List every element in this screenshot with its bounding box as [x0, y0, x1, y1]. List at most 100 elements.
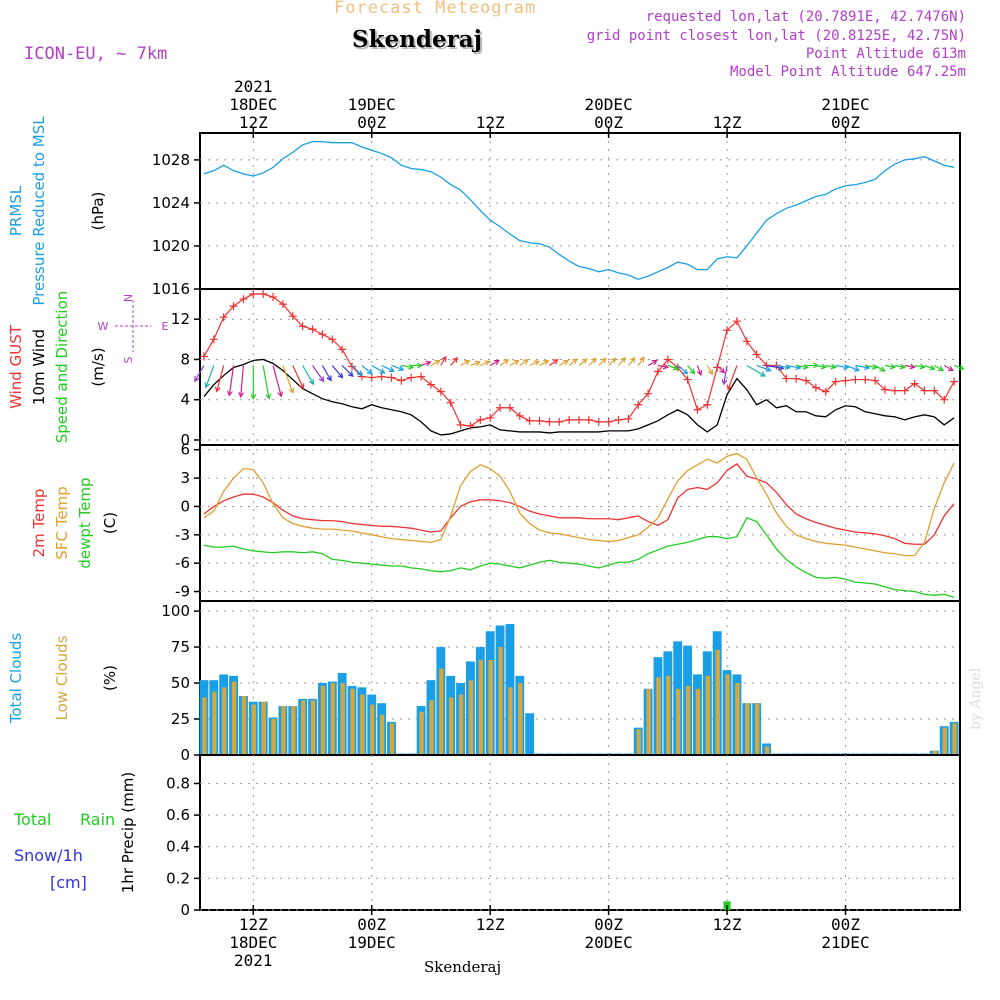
low-cloud-bar — [488, 660, 493, 755]
wind-arrow — [723, 365, 728, 385]
gust-marker — [505, 403, 514, 412]
low-cloud-bar — [685, 685, 691, 755]
wind-arrow — [430, 359, 440, 367]
panel-label: PRMSL — [7, 185, 25, 236]
gust-marker — [456, 420, 465, 429]
low-cloud-bar — [705, 675, 710, 755]
wind-arrow-head — [871, 363, 879, 370]
low-cloud-bar — [449, 697, 454, 755]
wind-arrow-head — [929, 364, 936, 371]
top-time-label: 00Z — [594, 113, 623, 132]
gust-marker — [663, 355, 672, 364]
wind-arrow — [746, 364, 766, 377]
top-time-label: 12Z — [476, 113, 505, 132]
bottom-location: Skenderaj — [424, 958, 502, 976]
low-cloud-bar — [231, 681, 237, 755]
wind-arrow — [371, 364, 385, 374]
panel-label: SFC Temp — [53, 486, 71, 559]
top-time-label: 00Z — [831, 113, 860, 132]
gust-marker — [831, 377, 840, 386]
wind-arrow-head — [522, 359, 530, 365]
low-cloud-bar — [518, 683, 523, 755]
precip-label-rain: Rain — [80, 810, 115, 829]
wind-arrow — [825, 364, 836, 368]
wind-arrow-head — [434, 359, 441, 366]
wind-arrow — [766, 364, 784, 369]
gust-marker — [900, 386, 909, 395]
wind-arrow-head — [765, 366, 772, 372]
wind-arrow-head — [308, 379, 314, 386]
gust-marker — [634, 400, 643, 409]
top-title: Forecast Meteogram — [334, 0, 537, 18]
precip-label-cm: [cm] — [50, 873, 87, 892]
y-tick-label: -3 — [175, 526, 190, 544]
gust-marker — [199, 352, 208, 361]
low-cloud-bar — [932, 750, 938, 755]
gust-marker — [239, 295, 248, 304]
gust-marker — [338, 345, 347, 354]
y-tick-label: 8 — [180, 350, 190, 368]
gust-marker — [930, 386, 939, 395]
low-cloud-bar — [241, 695, 247, 755]
gust-marker — [910, 379, 919, 388]
y-tick-label: 1024 — [152, 194, 190, 212]
panel-label: 10m Wind — [30, 329, 48, 405]
wind-arrow-head — [299, 383, 305, 390]
gust-marker — [269, 293, 278, 302]
panel-frame — [199, 444, 961, 602]
wind-arrow — [228, 365, 235, 396]
compass-e: E — [162, 320, 169, 333]
gust-marker — [387, 373, 396, 382]
bottom-time-label: 21DEC — [821, 933, 869, 952]
gust-marker — [535, 416, 544, 425]
wind-arrow-head — [366, 368, 373, 375]
top-time-label: 12Z — [239, 113, 268, 132]
gust-marker — [288, 312, 297, 321]
y-tick-label: 25 — [171, 710, 190, 728]
low-cloud-bar — [656, 677, 661, 755]
low-cloud-bar — [942, 727, 947, 755]
wind-arrow-head — [620, 356, 626, 363]
wind-arrow — [943, 364, 954, 372]
model-label: ICON-EU, ~ 7km — [24, 44, 168, 64]
wind-arrow — [786, 364, 801, 369]
wind-arrow-head — [356, 370, 363, 377]
low-cloud-bar — [636, 729, 641, 755]
low-cloud-bar — [310, 700, 316, 755]
wind-arrow-head — [802, 363, 809, 370]
gust-marker — [614, 415, 623, 424]
gust-marker — [278, 300, 287, 309]
wind-arrow-head — [318, 376, 325, 383]
gust-marker — [752, 350, 761, 359]
y-tick-label: 0 — [180, 746, 190, 764]
wind-arrow — [312, 365, 325, 382]
watermark: by Angel — [968, 667, 984, 730]
low-cloud-bar — [212, 691, 217, 755]
bottom-time-label: 12Z — [239, 915, 268, 934]
gust-marker — [229, 302, 238, 311]
total-cloud-bar — [525, 713, 535, 755]
low-cloud-bar — [340, 683, 345, 755]
gust-marker — [259, 290, 268, 299]
wind-arrow-head — [662, 363, 670, 370]
gust-marker — [861, 375, 870, 384]
low-cloud-bar — [439, 668, 444, 755]
wind-arrow-head — [562, 359, 570, 366]
low-cloud-bar — [379, 714, 385, 755]
panel-label: Wind GUST — [7, 324, 25, 409]
low-cloud-bar — [745, 703, 750, 755]
wind-arrow — [953, 364, 964, 370]
low-cloud-bar — [222, 687, 227, 755]
low-cloud-bar — [360, 694, 365, 755]
wind-arrow — [450, 357, 458, 366]
low-cloud-bar — [755, 703, 760, 755]
wind-arrow-head — [204, 382, 211, 389]
info-line-1: requested lon,lat (20.7891E, 42.7476N) — [645, 9, 966, 25]
bottom-time-label: 18DEC — [229, 933, 277, 952]
low-cloud-bar — [330, 683, 335, 755]
gust-marker — [683, 375, 692, 384]
gust-marker — [446, 398, 455, 407]
wind-arrow-head — [238, 392, 244, 399]
low-cloud-bar — [320, 685, 326, 755]
